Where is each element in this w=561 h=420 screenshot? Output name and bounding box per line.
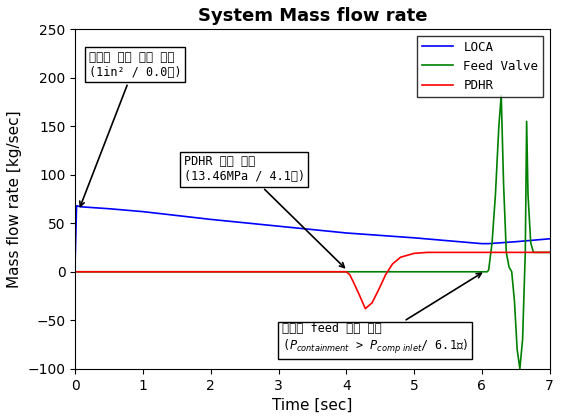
- PDHR: [316, 269, 323, 274]
- LOCA: [275, 224, 282, 229]
- LOCA: [479, 241, 485, 246]
- PDHR: [362, 306, 369, 311]
- Feed Valve: [536, 250, 543, 255]
- Legend: LOCA, Feed Valve, PDHR: LOCA, Feed Valve, PDHR: [417, 36, 544, 97]
- LOCA: [105, 206, 112, 211]
- Feed Valve: [508, 269, 515, 274]
- Feed Valve: [505, 265, 512, 270]
- PDHR: [173, 269, 180, 274]
- Text: 압축기 feed 밸브 개방
($P_{containment}$ > $P_{comp\ inlet}$/ 6.1초): 압축기 feed 밸브 개방 ($P_{containment}$ > $P_{…: [282, 273, 481, 356]
- Feed Valve: [498, 93, 504, 98]
- Feed Valve: [511, 298, 518, 303]
- LOCA: [485, 241, 492, 246]
- X-axis label: Time [sec]: Time [sec]: [272, 398, 353, 413]
- Feed Valve: [530, 250, 537, 255]
- PDHR: [424, 250, 431, 255]
- Feed Valve: [533, 250, 540, 255]
- LOCA: [140, 209, 146, 214]
- Feed Valve: [514, 347, 521, 352]
- Y-axis label: Mass flow rate [kg/sec]: Mass flow rate [kg/sec]: [7, 110, 22, 288]
- PDHR: [159, 269, 166, 274]
- PDHR: [72, 269, 79, 274]
- Text: 압축기 출구 배관 파단
(1in² / 0.0초): 압축기 출구 배관 파단 (1in² / 0.0초): [80, 51, 181, 206]
- Feed Valve: [72, 269, 79, 274]
- PDHR: [546, 250, 553, 255]
- LOCA: [411, 235, 417, 240]
- Feed Valve: [492, 192, 499, 197]
- LOCA: [546, 236, 553, 241]
- LOCA: [73, 203, 80, 208]
- Feed Valve: [527, 240, 534, 245]
- Feed Valve: [489, 240, 495, 245]
- Feed Valve: [546, 250, 553, 255]
- Feed Valve: [522, 250, 528, 255]
- Line: PDHR: PDHR: [75, 252, 550, 309]
- Feed Valve: [523, 119, 530, 124]
- LOCA: [77, 204, 84, 209]
- Feed Valve: [484, 269, 491, 274]
- Feed Valve: [525, 192, 531, 197]
- Line: LOCA: LOCA: [75, 206, 550, 257]
- Feed Valve: [495, 124, 502, 129]
- PDHR: [137, 269, 144, 274]
- LOCA: [72, 255, 79, 260]
- Feed Valve: [503, 250, 509, 255]
- LOCA: [343, 231, 350, 236]
- Title: System Mass flow rate: System Mass flow rate: [197, 7, 427, 25]
- Feed Valve: [517, 366, 523, 371]
- LOCA: [512, 239, 519, 244]
- Feed Valve: [519, 337, 526, 342]
- Text: PDHR 밸브 개방
(13.46MPa / 4.1초): PDHR 밸브 개방 (13.46MPa / 4.1초): [183, 155, 344, 268]
- Feed Valve: [485, 267, 492, 272]
- PDHR: [155, 269, 162, 274]
- LOCA: [208, 217, 214, 222]
- PDHR: [160, 269, 167, 274]
- Feed Valve: [500, 182, 507, 187]
- Line: Feed Valve: Feed Valve: [75, 95, 550, 369]
